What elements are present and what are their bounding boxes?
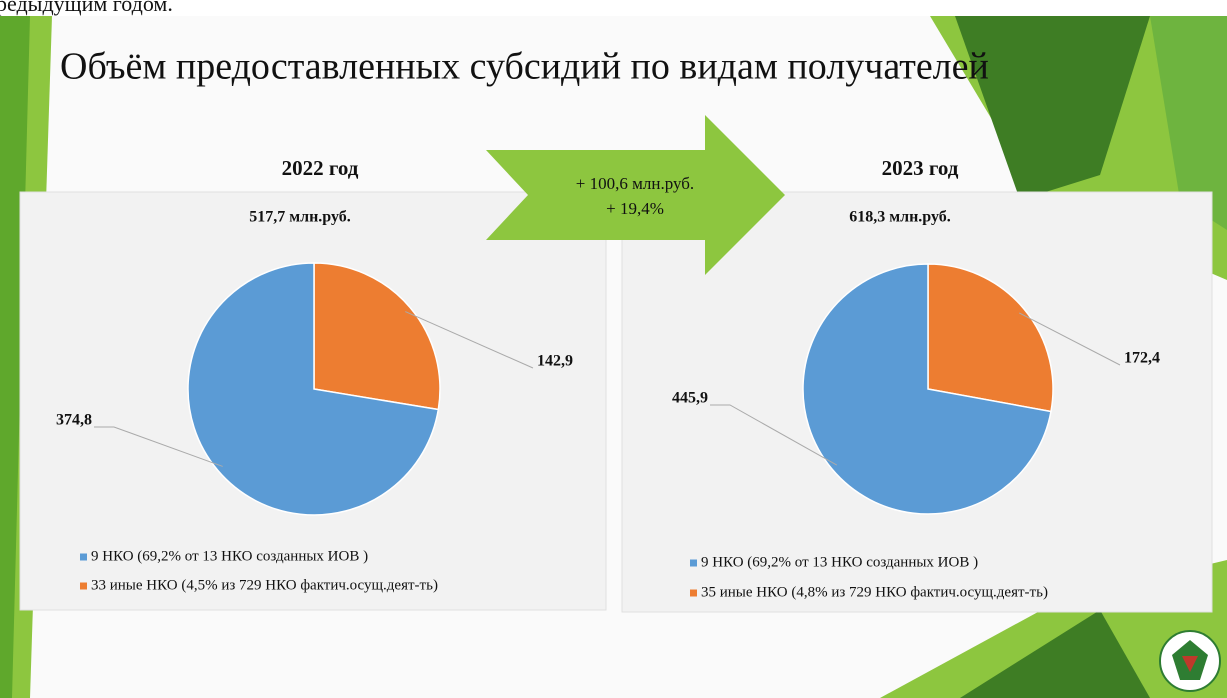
pie-slice — [187, 262, 440, 516]
legend-label: 35 иные НКО (4,8% из 729 НКО фактич.осущ… — [701, 584, 1048, 600]
data-label: 374,8 — [56, 412, 92, 429]
pie-slice — [927, 263, 1054, 413]
legend-swatch — [80, 582, 87, 590]
arrow-text: + 19,4% — [606, 199, 664, 218]
logo — [1159, 630, 1221, 692]
chart-title: 2023 год — [882, 156, 959, 180]
data-label: 445,9 — [672, 390, 708, 407]
legend-swatch — [690, 559, 697, 567]
leader-line — [710, 404, 838, 466]
chart-subtitle: 517,7 млн.руб. — [249, 209, 351, 226]
leader-line — [1018, 312, 1121, 366]
decoration — [955, 16, 1150, 200]
arrow-text: + 100,6 млн.руб. — [576, 174, 694, 193]
chart-title: 2022 год — [282, 156, 359, 180]
legend-label: 33 иные НКО (4,5% из 729 НКО фактич.осущ… — [91, 577, 438, 593]
leader-line — [405, 311, 534, 369]
legend-swatch — [690, 589, 697, 597]
legend-swatch — [80, 553, 87, 561]
leader-line — [94, 426, 223, 467]
data-label: 172,4 — [1124, 350, 1160, 367]
decoration — [1150, 16, 1227, 230]
top-fragment: редыдущим годом. — [0, 0, 173, 16]
legend-label: 9 НКО (69,2% от 13 НКО созданных ИОВ ) — [701, 554, 978, 570]
arrow — [486, 115, 785, 275]
pie-slice — [802, 263, 1052, 515]
slide-title: Объём предоставленных субсидий по видам … — [60, 46, 989, 88]
chart-subtitle: 618,3 млн.руб. — [849, 209, 951, 226]
decoration — [0, 16, 30, 698]
decoration — [960, 610, 1150, 698]
legend-label: 9 НКО (69,2% от 13 НКО созданных ИОВ ) — [91, 548, 368, 564]
page-strip — [0, 0, 1227, 16]
data-label: 142,9 — [537, 353, 573, 370]
pie-slice — [313, 262, 441, 411]
